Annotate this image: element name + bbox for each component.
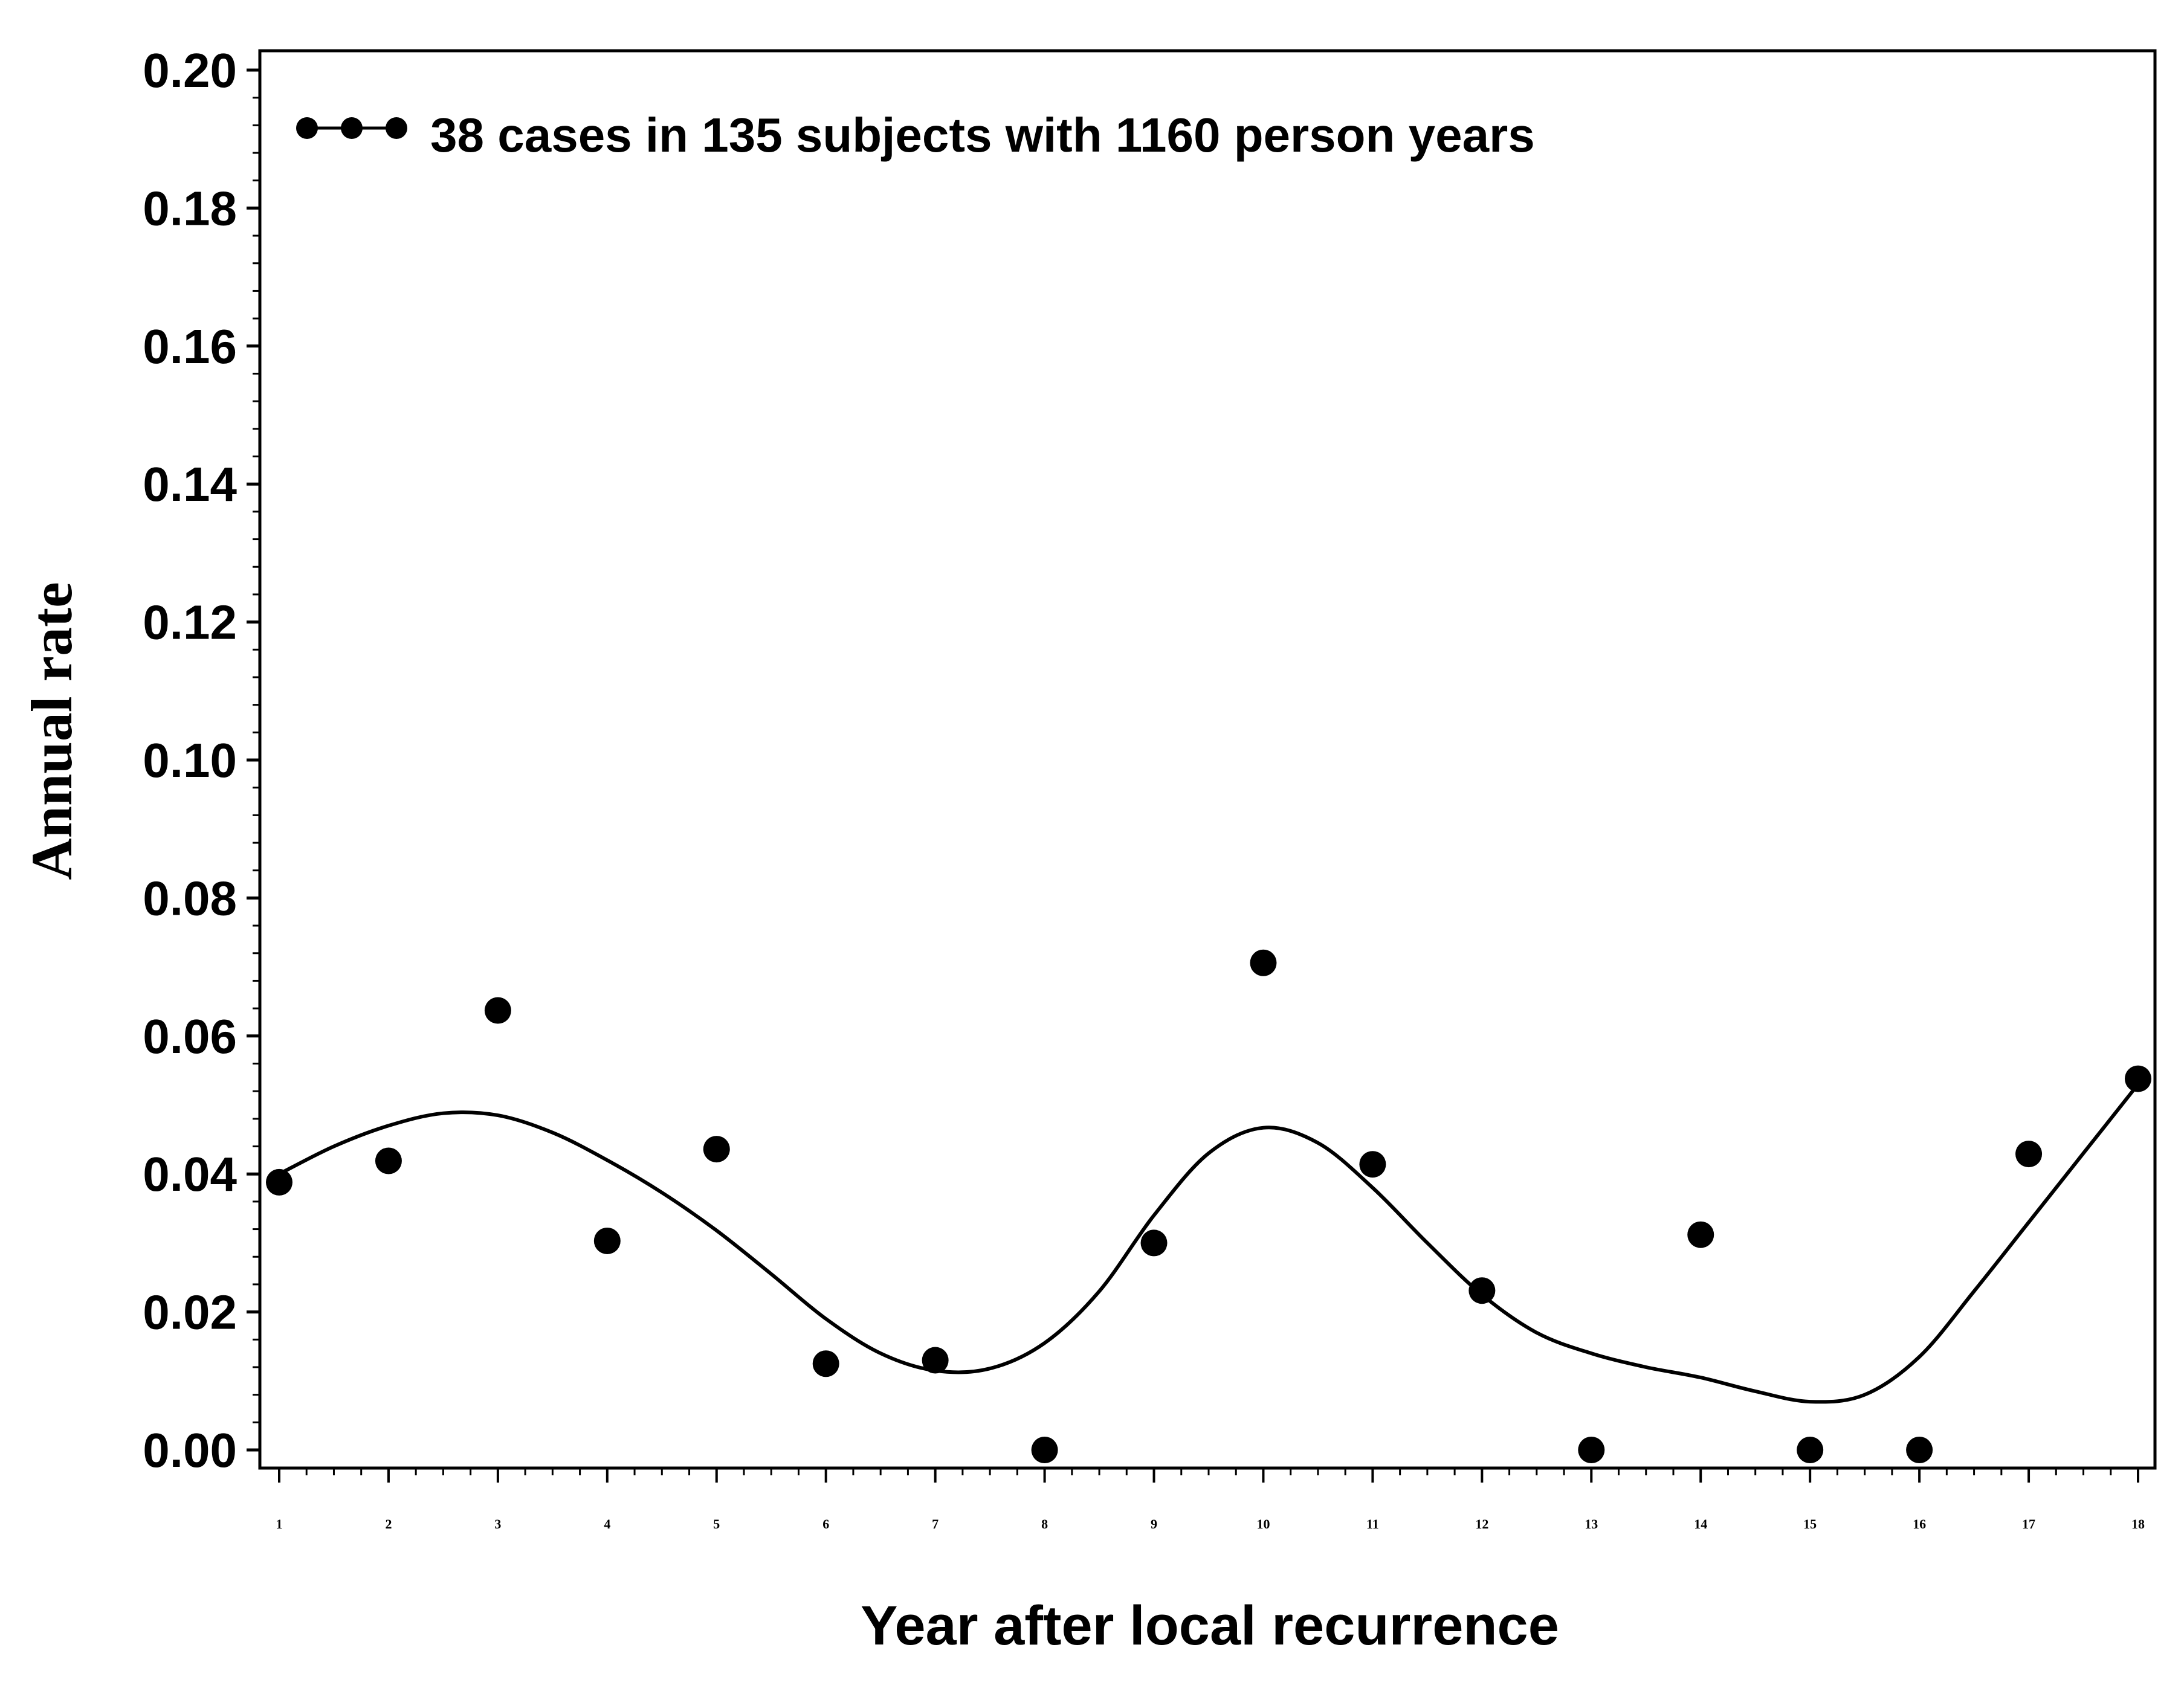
y-tick-label: 0.00 bbox=[143, 1423, 237, 1477]
legend-marker bbox=[296, 117, 318, 139]
data-point bbox=[1359, 1151, 1386, 1178]
data-point bbox=[375, 1147, 402, 1174]
x-tick-label: 3 bbox=[494, 1516, 501, 1532]
data-point bbox=[1687, 1221, 1714, 1248]
x-tick-label: 16 bbox=[1913, 1516, 1926, 1532]
legend-marker bbox=[386, 117, 407, 139]
data-point bbox=[2125, 1065, 2151, 1092]
data-point bbox=[266, 1168, 292, 1196]
x-tick-label: 5 bbox=[713, 1516, 720, 1532]
y-tick-label: 0.06 bbox=[143, 1010, 237, 1063]
y-tick-label: 0.10 bbox=[143, 733, 237, 787]
plot-frame bbox=[258, 49, 2157, 1470]
y-tick-label: 0.16 bbox=[143, 320, 237, 373]
x-axis: 1 2 3 4 5 6 7 8 9 10 11 12 13 14 15 16 17 18 bbox=[276, 1468, 2145, 1532]
y-tick-label: 0.18 bbox=[143, 181, 237, 235]
y-tick-label: 0.14 bbox=[143, 457, 237, 511]
x-tick-label: 7 bbox=[932, 1516, 939, 1532]
data-points-layer bbox=[266, 949, 2151, 1463]
y-axis-label: Annual rate bbox=[19, 582, 84, 880]
x-tick-label: 18 bbox=[2131, 1516, 2145, 1532]
data-point bbox=[1468, 1277, 1496, 1304]
legend-label: 38 cases in 135 subjects with 1160 perso… bbox=[430, 108, 1535, 162]
data-point bbox=[703, 1136, 730, 1163]
y-tick-label: 0.20 bbox=[143, 43, 237, 97]
data-point bbox=[2015, 1141, 2043, 1168]
x-tick-label: 13 bbox=[1585, 1516, 1598, 1532]
data-point bbox=[1797, 1437, 1824, 1463]
smooth-curve-layer bbox=[277, 1082, 2140, 1404]
x-tick-label: 12 bbox=[1475, 1516, 1488, 1532]
x-tick-label: 9 bbox=[1151, 1516, 1157, 1532]
y-tick-label: 0.12 bbox=[143, 596, 237, 649]
data-point bbox=[484, 997, 511, 1024]
x-tick-label: 17 bbox=[2022, 1516, 2035, 1532]
y-tick-label: 0.08 bbox=[143, 871, 237, 925]
data-point bbox=[1031, 1437, 1058, 1463]
smooth-curve bbox=[277, 1082, 2140, 1404]
legend-marker bbox=[341, 117, 363, 139]
data-point bbox=[1578, 1437, 1605, 1463]
x-tick-label: 10 bbox=[1256, 1516, 1270, 1532]
data-point bbox=[1906, 1437, 1933, 1463]
y-tick-label: 0.02 bbox=[143, 1286, 237, 1339]
data-point bbox=[593, 1227, 621, 1254]
x-tick-label: 14 bbox=[1694, 1516, 1707, 1532]
x-tick-label: 4 bbox=[604, 1516, 610, 1532]
x-tick-label: 1 bbox=[276, 1516, 283, 1532]
data-point bbox=[922, 1347, 949, 1374]
plot-border bbox=[258, 49, 2157, 1470]
x-tick-label: 6 bbox=[822, 1516, 829, 1532]
x-tick-label: 15 bbox=[1803, 1516, 1817, 1532]
data-point bbox=[812, 1350, 839, 1377]
x-tick-label: 11 bbox=[1366, 1516, 1379, 1532]
data-point bbox=[1250, 949, 1277, 976]
y-tick-label: 0.04 bbox=[143, 1147, 237, 1201]
y-axis: 0.00 0.02 0.04 0.06 0.08 0.10 0.12 0.14 0.16 0.18… bbox=[143, 43, 260, 1477]
data-point bbox=[1140, 1229, 1168, 1257]
x-axis-label: Year after local recurrence bbox=[861, 1595, 1559, 1657]
legend: 38 cases in 135 subjects with 1160 perso… bbox=[296, 108, 1535, 162]
x-tick-label: 2 bbox=[385, 1516, 392, 1532]
x-tick-label: 8 bbox=[1041, 1516, 1048, 1532]
